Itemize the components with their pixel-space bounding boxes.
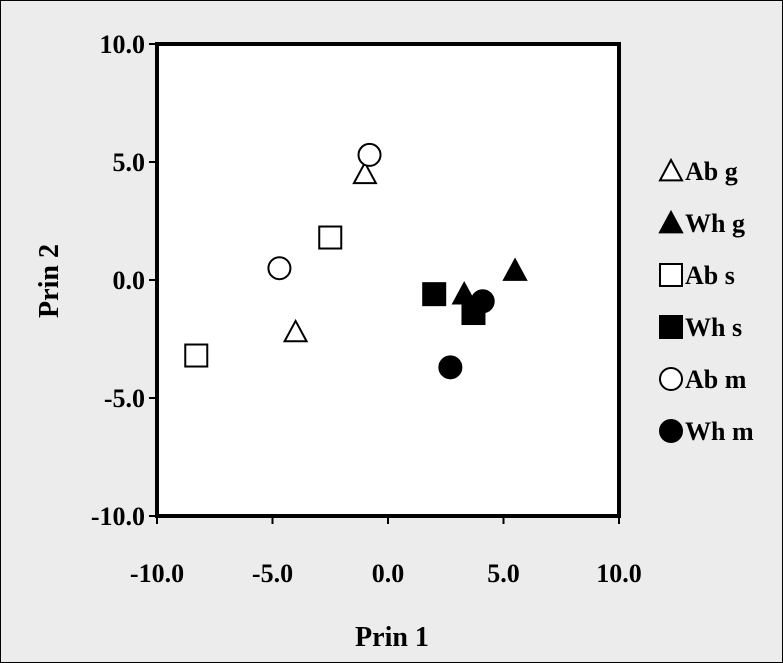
legend-label: Ab m — [685, 365, 747, 394]
data-point — [470, 289, 495, 314]
x-tick-label: 0.0 — [372, 559, 405, 588]
y-axis-title: Prin 2 — [34, 244, 65, 318]
y-tick-label: -5.0 — [104, 384, 145, 413]
y-tick-label: 10.0 — [100, 30, 146, 59]
data-point — [357, 142, 382, 167]
legend-marker — [659, 315, 683, 339]
data-point — [502, 257, 528, 281]
plot-area — [155, 42, 621, 518]
y-tick-label: 0.0 — [113, 266, 146, 295]
data-point — [282, 318, 309, 343]
legend-label: Wh m — [685, 417, 754, 446]
legend-marker — [658, 157, 684, 182]
x-tick-label: 5.0 — [487, 559, 520, 588]
x-tick-label: 10.0 — [596, 559, 642, 588]
data-point — [184, 343, 209, 368]
legend-marker — [659, 419, 683, 443]
y-tick-label: -10.0 — [91, 502, 145, 531]
x-tick-label: -5.0 — [252, 559, 293, 588]
legend-label: Wh s — [685, 313, 742, 342]
data-point — [318, 225, 343, 250]
legend-marker — [659, 367, 683, 391]
data-point — [438, 355, 463, 380]
legend-label: Ab s — [685, 261, 735, 290]
legend-marker — [659, 263, 683, 287]
x-axis-title: Prin 1 — [355, 622, 429, 653]
legend-marker — [658, 209, 684, 234]
data-point — [422, 282, 447, 307]
x-tick-label: -10.0 — [130, 559, 184, 588]
y-tick-label: 5.0 — [113, 148, 146, 177]
legend-label: Wh g — [685, 209, 745, 238]
legend-label: Ab g — [685, 157, 738, 186]
data-point — [267, 256, 292, 281]
data-point — [352, 160, 378, 185]
